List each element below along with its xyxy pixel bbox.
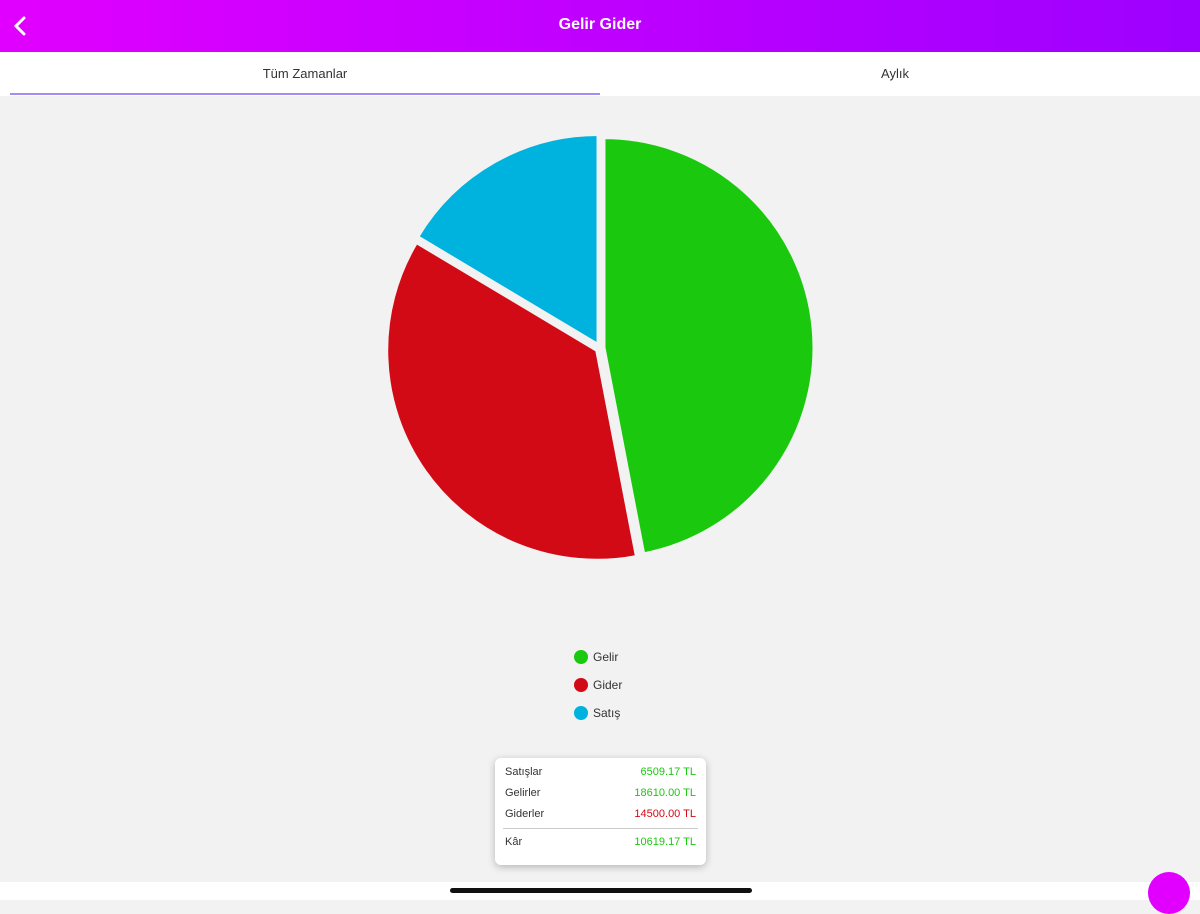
pie-slice [385, 240, 639, 562]
amount: 6509.17 TL [640, 766, 696, 778]
tab[interactable]: Aylık [881, 66, 909, 81]
chart: Gelir Gider Satış [385, 133, 816, 720]
pie-slice [602, 136, 816, 556]
amount: 18610.00 TL [634, 787, 696, 799]
header: Gelir Gider [0, 0, 1200, 52]
label: Satışlar [505, 766, 543, 778]
floating-button[interactable] [1148, 872, 1190, 914]
label: Kâr [505, 836, 523, 848]
pie-slice [415, 133, 600, 348]
legend-swatch [574, 650, 588, 664]
legend-label: Gider [593, 678, 622, 692]
summary-row: Satışlar 6509.17 TL [505, 766, 696, 782]
summary-row: Giderler 14500.00 TL [505, 808, 696, 824]
summary-card: Satışlar 6509.17 TL Gelirler 18610.00 TL G… [495, 758, 706, 865]
legend-label: Gelir [593, 650, 618, 664]
legend-swatch [574, 706, 588, 720]
home-indicator [450, 888, 752, 893]
amount: 10619.17 TL [634, 836, 696, 848]
tab-bar: Tüm Zamanlar Aylık [0, 52, 1200, 96]
tab[interactable]: Tüm Zamanlar [262, 66, 348, 81]
separator [503, 828, 698, 829]
summary-row: Gelirler 18610.00 TL [505, 787, 696, 803]
legend-swatch [574, 678, 588, 692]
legend-label: Satış [593, 706, 620, 720]
header-title: Gelir Gider [558, 16, 642, 33]
amount: 14500.00 TL [634, 808, 696, 820]
label: Giderler [505, 808, 545, 820]
label: Gelirler [505, 787, 541, 799]
tab-indicator [10, 93, 600, 95]
summary-total: Kâr 10619.17 TL [505, 836, 696, 852]
back-button[interactable] [0, 0, 30, 52]
